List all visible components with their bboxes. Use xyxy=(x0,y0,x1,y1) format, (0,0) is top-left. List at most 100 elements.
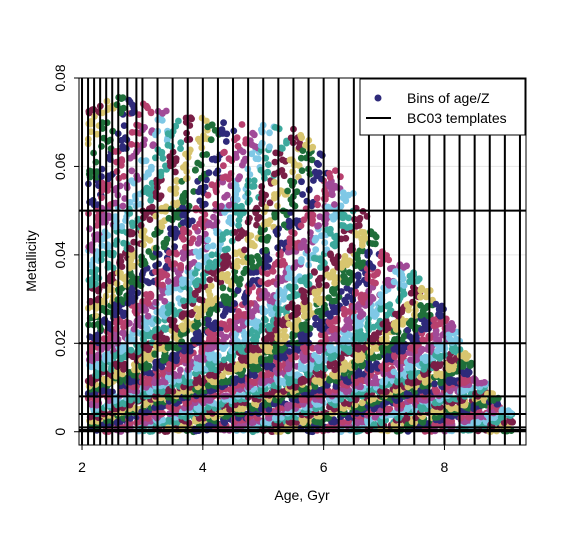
data-point xyxy=(138,157,145,164)
data-point xyxy=(117,161,125,169)
data-point xyxy=(95,274,103,282)
data-point xyxy=(433,387,441,395)
data-point xyxy=(220,264,228,272)
data-point xyxy=(355,279,363,287)
data-point xyxy=(209,222,216,229)
data-point xyxy=(341,274,348,281)
data-point xyxy=(326,313,334,320)
data-point xyxy=(356,321,364,328)
data-point xyxy=(285,320,293,328)
data-point xyxy=(249,346,257,354)
data-point xyxy=(354,273,362,281)
data-point xyxy=(149,142,157,150)
data-point xyxy=(191,289,199,297)
data-point xyxy=(128,219,136,227)
data-point xyxy=(183,310,190,318)
data-point xyxy=(172,122,180,130)
data-point xyxy=(198,348,206,356)
data-point xyxy=(207,136,215,144)
data-point xyxy=(249,129,257,137)
data-point xyxy=(297,131,305,139)
data-point xyxy=(113,280,121,288)
data-point xyxy=(316,150,324,158)
data-point xyxy=(190,188,198,195)
data-point xyxy=(164,277,172,285)
data-point xyxy=(118,223,126,230)
data-point xyxy=(119,329,127,336)
data-point xyxy=(98,256,105,264)
data-point xyxy=(177,366,184,374)
data-point xyxy=(340,326,348,333)
data-point xyxy=(127,346,135,354)
data-point xyxy=(164,289,172,296)
data-point xyxy=(300,294,307,301)
data-point xyxy=(312,290,319,298)
data-point xyxy=(312,296,320,304)
data-point xyxy=(206,276,214,284)
data-point xyxy=(346,223,354,231)
data-point xyxy=(127,256,135,264)
data-point xyxy=(358,362,366,370)
data-point xyxy=(158,150,166,158)
data-point xyxy=(225,353,233,361)
data-point xyxy=(168,142,175,150)
data-point xyxy=(93,130,101,138)
data-point xyxy=(300,312,308,320)
data-point xyxy=(286,401,294,409)
data-point xyxy=(164,303,172,311)
data-point xyxy=(118,136,125,144)
data-point xyxy=(98,194,105,202)
data-point xyxy=(162,378,169,386)
data-point xyxy=(403,262,410,270)
data-point xyxy=(419,336,427,343)
data-point xyxy=(297,244,305,251)
data-point xyxy=(209,242,217,250)
data-point xyxy=(312,246,320,254)
data-point xyxy=(119,94,127,102)
data-point xyxy=(196,220,204,228)
data-point xyxy=(172,225,179,233)
data-point xyxy=(145,185,153,193)
data-point xyxy=(359,239,366,246)
data-point xyxy=(144,377,152,385)
data-point xyxy=(285,365,293,372)
data-point xyxy=(177,145,184,153)
data-point xyxy=(240,269,248,277)
data-point xyxy=(127,396,134,404)
data-point xyxy=(314,370,322,378)
data-point xyxy=(178,233,186,241)
data-point xyxy=(172,189,180,197)
data-point xyxy=(87,118,95,125)
data-point xyxy=(312,234,320,242)
data-point xyxy=(390,278,398,286)
data-point xyxy=(128,177,136,185)
data-point xyxy=(225,201,233,209)
data-point xyxy=(205,169,213,177)
data-point xyxy=(119,202,127,210)
data-point xyxy=(445,379,453,386)
data-point xyxy=(328,191,336,199)
data-point xyxy=(228,220,236,228)
data-point xyxy=(341,256,348,264)
data-point xyxy=(233,313,240,321)
data-point xyxy=(298,334,305,342)
data-point xyxy=(345,378,352,386)
data-point xyxy=(137,222,145,229)
data-point xyxy=(210,270,217,277)
data-point xyxy=(223,229,231,236)
data-point xyxy=(206,329,213,336)
data-point xyxy=(220,321,228,328)
data-point xyxy=(160,324,168,332)
data-point xyxy=(299,191,306,198)
data-point xyxy=(192,379,200,387)
data-point xyxy=(118,156,126,163)
data-point xyxy=(194,277,202,285)
data-point xyxy=(203,151,211,158)
data-point xyxy=(206,397,214,404)
data-point xyxy=(417,293,424,301)
data-point xyxy=(145,279,153,287)
data-point xyxy=(343,316,351,324)
data-point xyxy=(179,249,187,256)
data-point xyxy=(356,313,364,320)
data-point xyxy=(334,315,341,322)
